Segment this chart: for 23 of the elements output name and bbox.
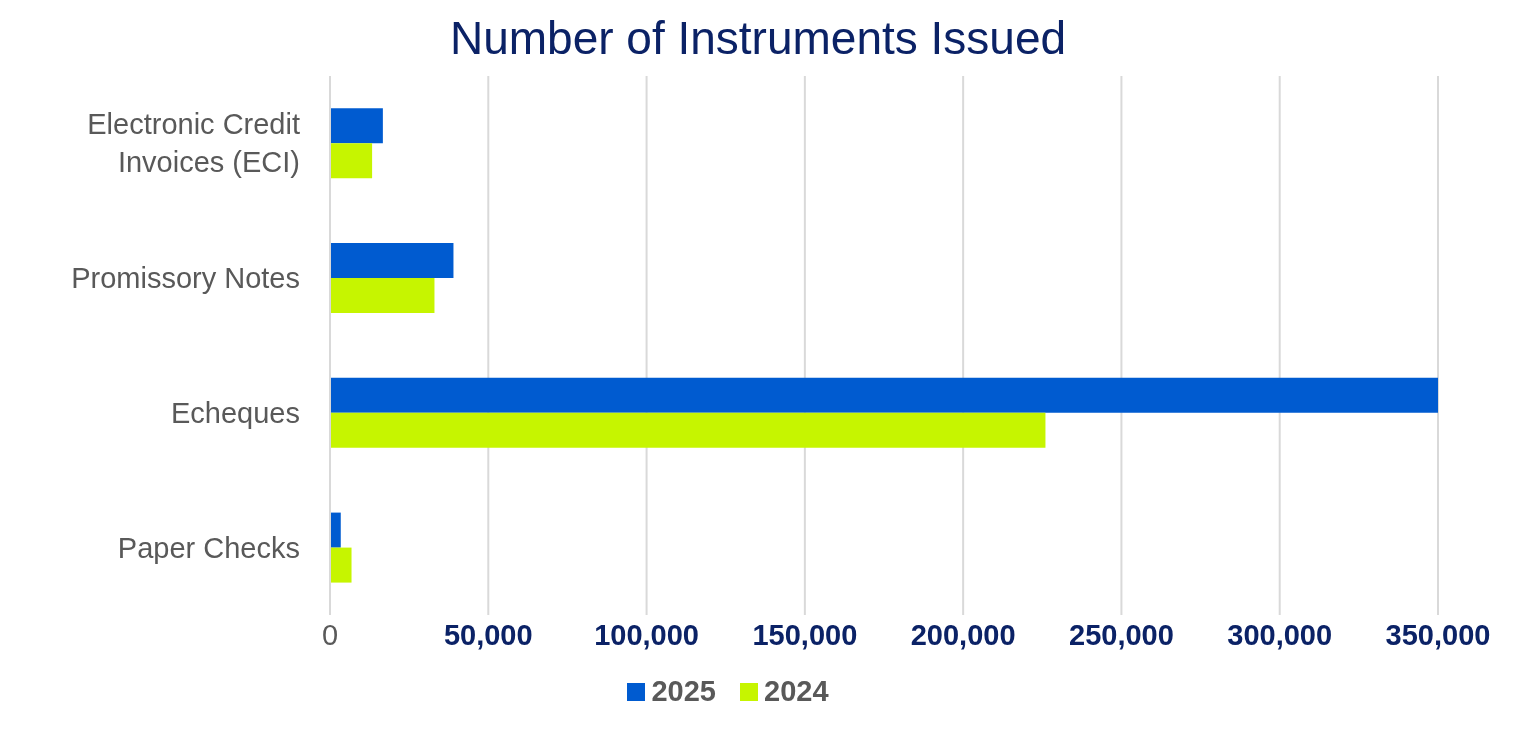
bar	[330, 278, 435, 314]
x-tick-label: 350,000	[1385, 619, 1491, 651]
bar	[330, 243, 454, 279]
x-tick-label: 100,000	[594, 619, 699, 651]
x-tick-label: 300,000	[1227, 619, 1333, 651]
bar	[330, 512, 341, 548]
x-tick-label: 0	[321, 619, 339, 651]
y-tick-label: Paper Checks	[117, 531, 300, 564]
bar	[330, 547, 352, 583]
x-tick-label: 250,000	[1069, 619, 1174, 651]
chart-title: Number of Instruments Issued	[448, 11, 1068, 66]
bar	[330, 412, 1046, 448]
bar	[330, 143, 373, 179]
y-tick-label: Echeques	[171, 396, 300, 429]
bar	[330, 377, 1438, 413]
legend-label: 2024	[764, 675, 829, 708]
legend-label: 2025	[651, 675, 716, 708]
x-tick-label: 200,000	[910, 619, 1016, 651]
y-tick-label: Electronic Credit Invoices (ECI)	[87, 108, 300, 179]
bar	[330, 108, 383, 144]
x-tick-label: 50,000	[443, 619, 533, 651]
x-tick-label: 150,000	[752, 619, 858, 651]
y-tick-label: Promissory Notes	[71, 262, 300, 295]
